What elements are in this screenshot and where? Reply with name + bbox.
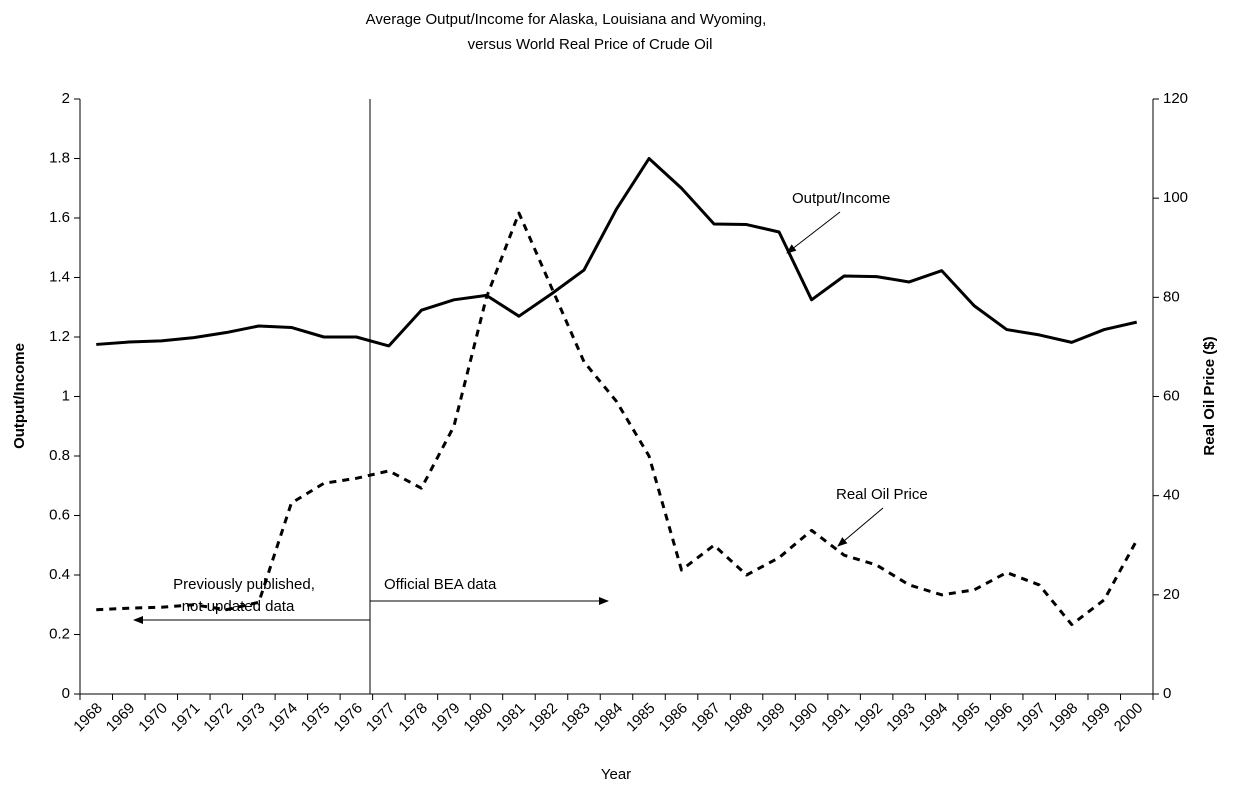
y2-tick-label: 40 (1163, 487, 1180, 504)
y-tick-label: 2 (62, 90, 70, 107)
chart-title: versus World Real Price of Crude Oil (468, 36, 713, 53)
x-tick-label: 1970 (135, 700, 171, 736)
y-tick-label: 1.4 (49, 268, 70, 285)
x-tick-label: 1978 (395, 700, 431, 736)
y-axis-label: Output/Income (11, 343, 28, 449)
y-tick-label: 0.2 (49, 625, 70, 642)
y-tick-label: 0 (62, 685, 70, 702)
x-tick-label: 1989 (753, 700, 789, 736)
x-tick-label: 1990 (786, 700, 822, 736)
y2-tick-label: 20 (1163, 586, 1180, 603)
annotation: Previously published, (173, 576, 315, 593)
x-tick-label: 1991 (818, 700, 854, 736)
y2-tick-label: 120 (1163, 90, 1188, 107)
annotation: Official BEA data (384, 576, 497, 593)
x-tick-label: 1986 (656, 700, 692, 736)
x-tick-label: 1993 (883, 700, 919, 736)
series-label: Real Oil Price (836, 486, 928, 503)
y2-tick-label: 0 (1163, 685, 1171, 702)
series-line (96, 211, 1139, 627)
x-tick-label: 1971 (168, 700, 204, 736)
x-tick-label: 1996 (981, 700, 1017, 736)
y-tick-label: 0.8 (49, 447, 70, 464)
y2-tick-label: 60 (1163, 387, 1180, 404)
x-tick-label: 1985 (623, 700, 659, 736)
x-tick-label: 1975 (298, 700, 334, 736)
x-tick-label: 1987 (688, 700, 724, 736)
y2-tick-label: 100 (1163, 189, 1188, 206)
x-tick-label: 1995 (948, 700, 984, 736)
x-tick-label: 1982 (525, 700, 561, 736)
x-tick-label: 1968 (70, 700, 106, 736)
x-tick-label: 1969 (103, 700, 139, 736)
chart-title: Average Output/Income for Alaska, Louisi… (366, 11, 767, 28)
y-tick-label: 0.4 (49, 566, 70, 583)
x-tick-label: 1973 (233, 700, 269, 736)
x-axis-label: Year (601, 766, 631, 783)
series-label-arrow (837, 507, 884, 547)
series-line (96, 157, 1138, 348)
y-tick-label: 1.6 (49, 209, 70, 226)
y-tick-label: 1.2 (49, 328, 70, 345)
y-tick-label: 1 (62, 387, 70, 404)
x-tick-label: 1984 (591, 700, 627, 736)
x-tick-label: 1979 (428, 700, 464, 736)
y-tick-label: 1.8 (49, 149, 70, 166)
x-tick-label: 1976 (330, 700, 366, 736)
x-tick-label: 1997 (1013, 700, 1049, 736)
x-tick-label: 1972 (200, 700, 236, 736)
x-tick-label: 1999 (1078, 700, 1114, 736)
y2-tick-label: 80 (1163, 288, 1180, 305)
x-tick-label: 1994 (916, 700, 952, 736)
series-label-arrow (786, 211, 841, 254)
y2-axis-label: Real Oil Price ($) (1201, 336, 1218, 455)
x-tick-label: 1983 (558, 700, 594, 736)
y-tick-label: 0.6 (49, 506, 70, 523)
x-tick-label: 1992 (851, 700, 887, 736)
x-tick-label: 1977 (363, 700, 399, 736)
x-tick-label: 1980 (460, 700, 496, 736)
x-tick-label: 2000 (1111, 700, 1147, 736)
x-tick-label: 1988 (721, 700, 757, 736)
x-tick-label: 1981 (493, 700, 529, 736)
series-label: Output/Income (792, 190, 890, 207)
x-tick-label: 1998 (1046, 700, 1082, 736)
x-tick-label: 1974 (265, 700, 301, 736)
